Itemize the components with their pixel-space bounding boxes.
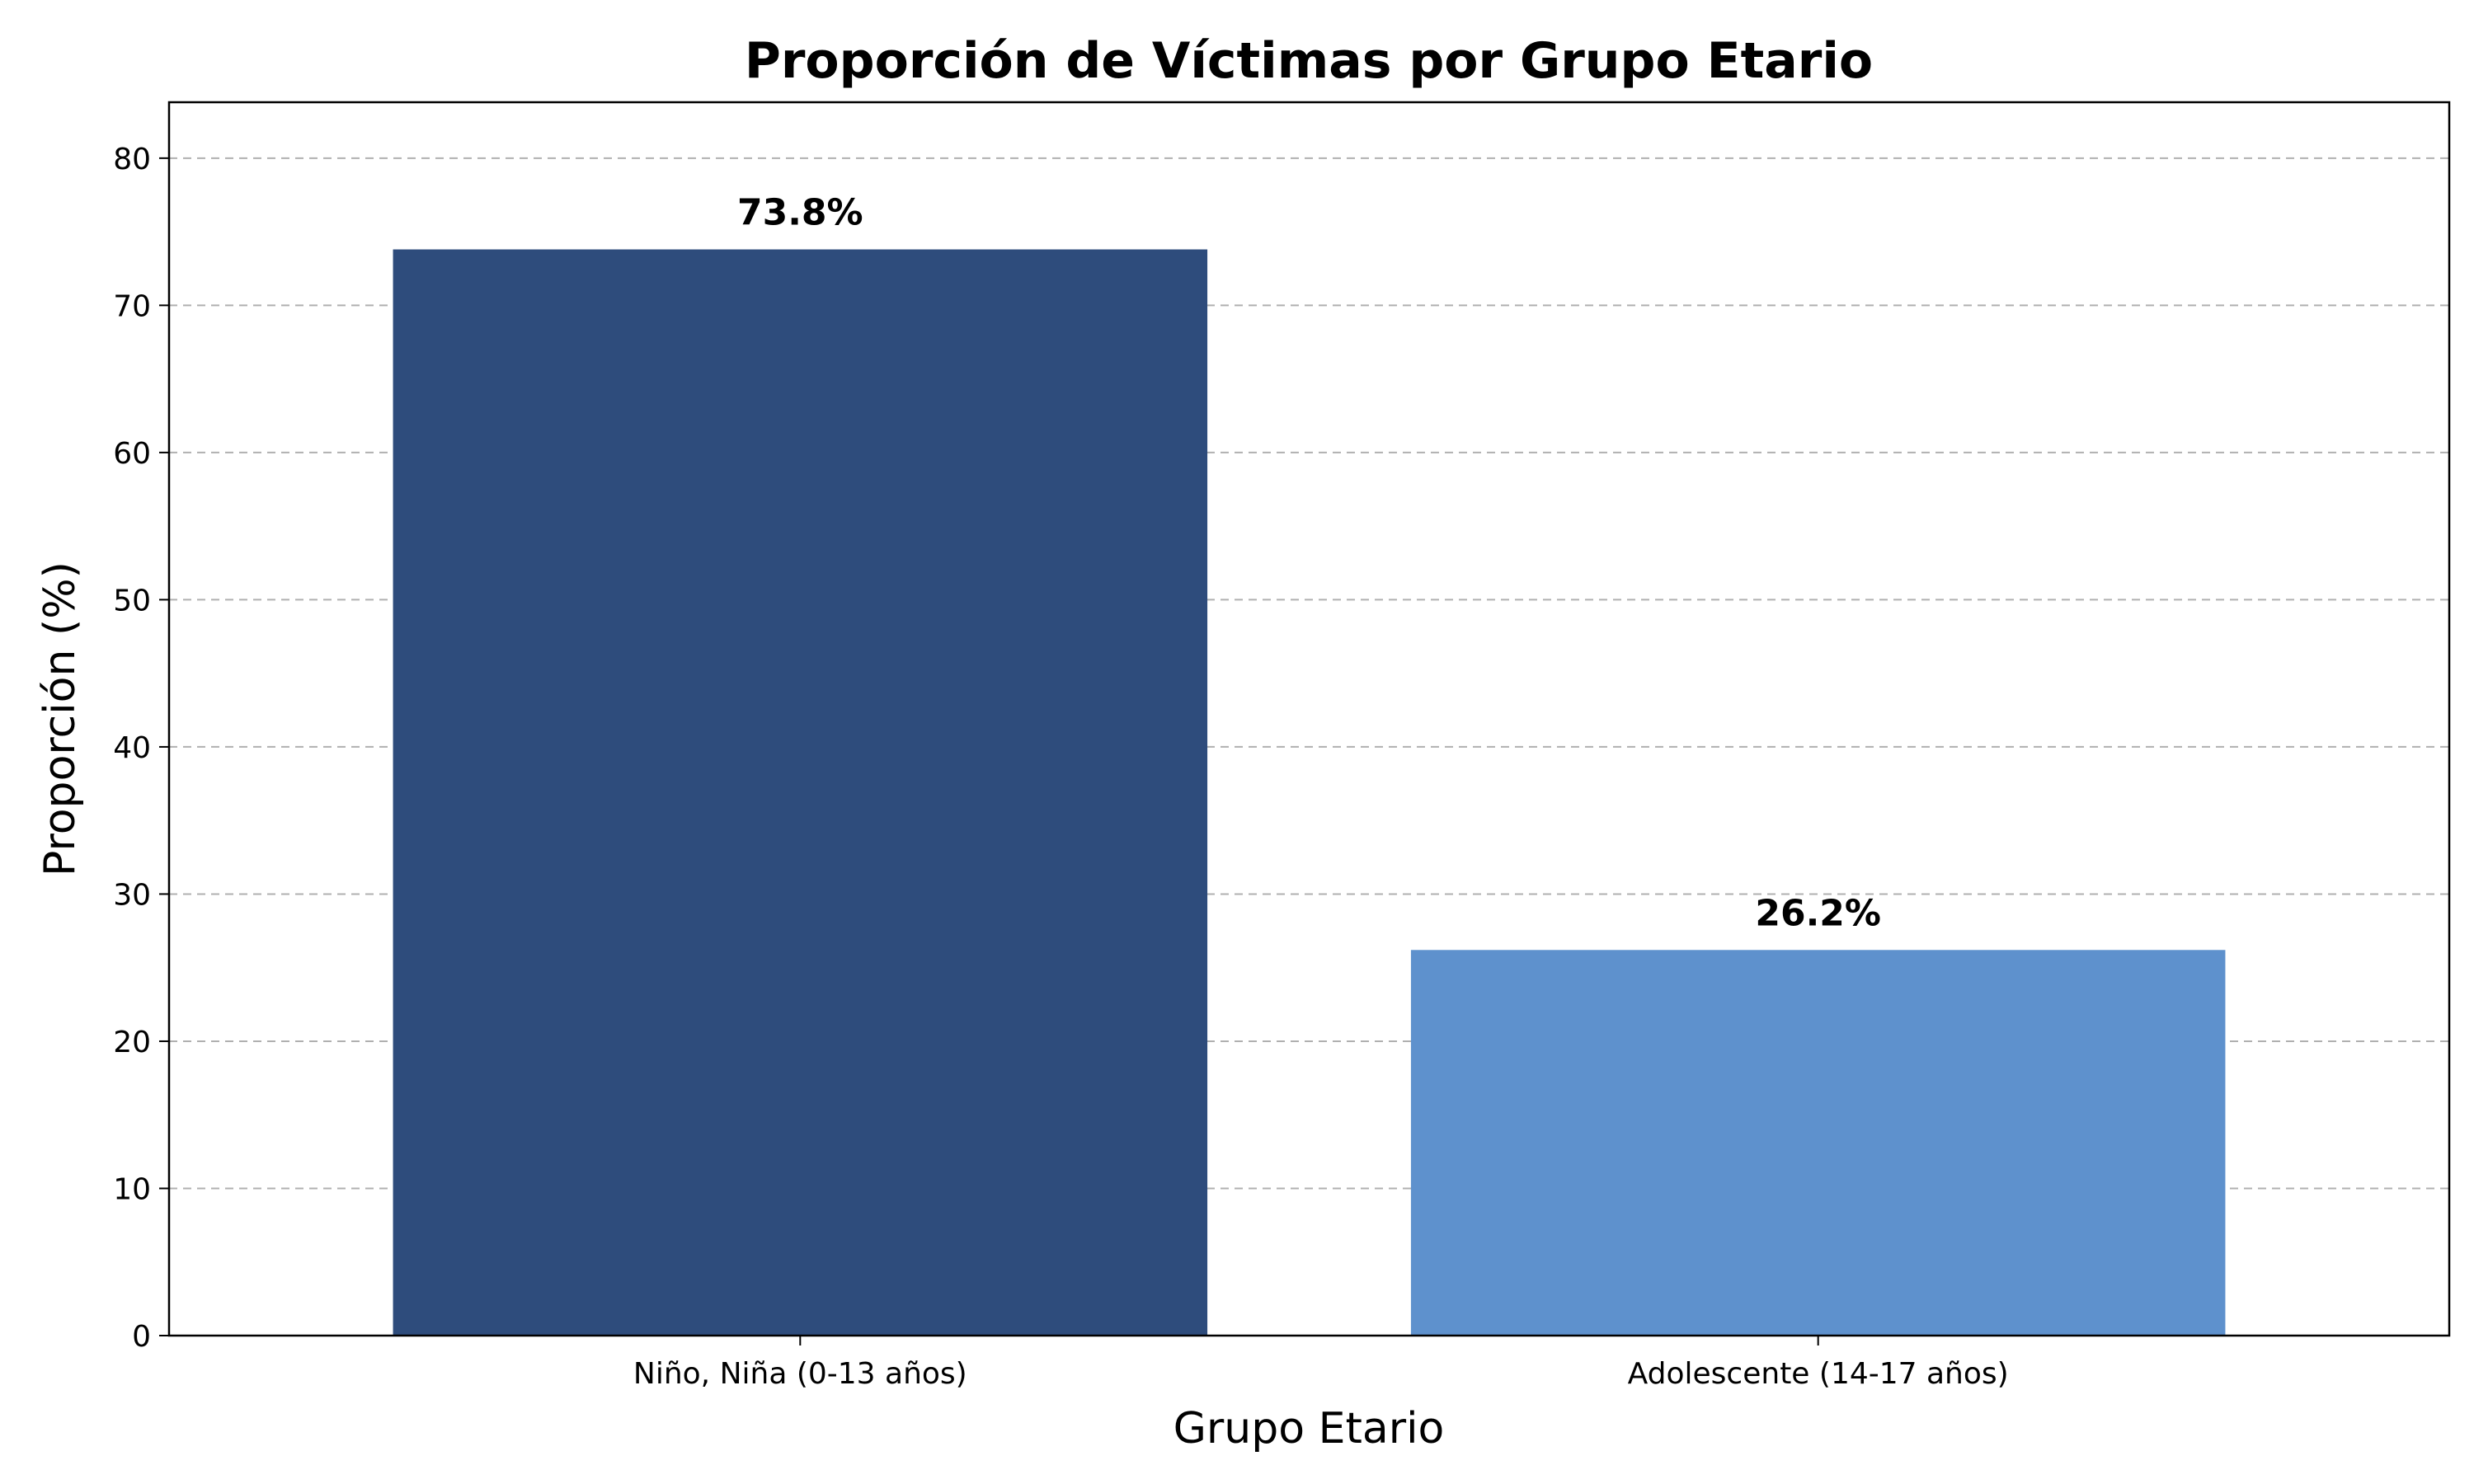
y-tick-label-70: 70	[113, 289, 151, 323]
x-axis-ticks: Niño, Niña (0-13 años) Adolescente (14-17…	[633, 1336, 2009, 1391]
bar-2	[1410, 950, 2226, 1336]
y-tick-label-10: 10	[113, 1172, 151, 1206]
y-tick-label-20: 20	[113, 1026, 151, 1059]
x-tick-label-2: Adolescente (14-17 años)	[1628, 1357, 2009, 1391]
chart-title: Proporción de Víctimas por Grupo Etario	[745, 32, 1873, 90]
plot-frame	[167, 101, 2451, 1337]
y-axis-label: Proporción (%)	[35, 561, 85, 876]
x-axis-label: Grupo Etario	[1174, 1404, 1445, 1453]
y-tick-label-60: 60	[113, 437, 151, 471]
y-tick-label-0: 0	[132, 1320, 151, 1354]
y-tick-label-50: 50	[113, 584, 151, 618]
data-label-1: 73.8%	[737, 192, 863, 234]
y-tick-label-80: 80	[113, 143, 151, 176]
y-axis-ticks: 0 10 20 30 40 50 60 70 80	[113, 143, 169, 1354]
data-labels: 73.8% 26.2%	[737, 192, 1881, 935]
bars	[393, 249, 2226, 1336]
y-tick-label-40: 40	[113, 731, 151, 765]
y-tick-label-30: 30	[113, 878, 151, 912]
x-tick-label-1: Niño, Niña (0-13 años)	[633, 1357, 967, 1391]
bar-1	[393, 249, 1208, 1336]
data-label-2: 26.2%	[1755, 892, 1881, 934]
